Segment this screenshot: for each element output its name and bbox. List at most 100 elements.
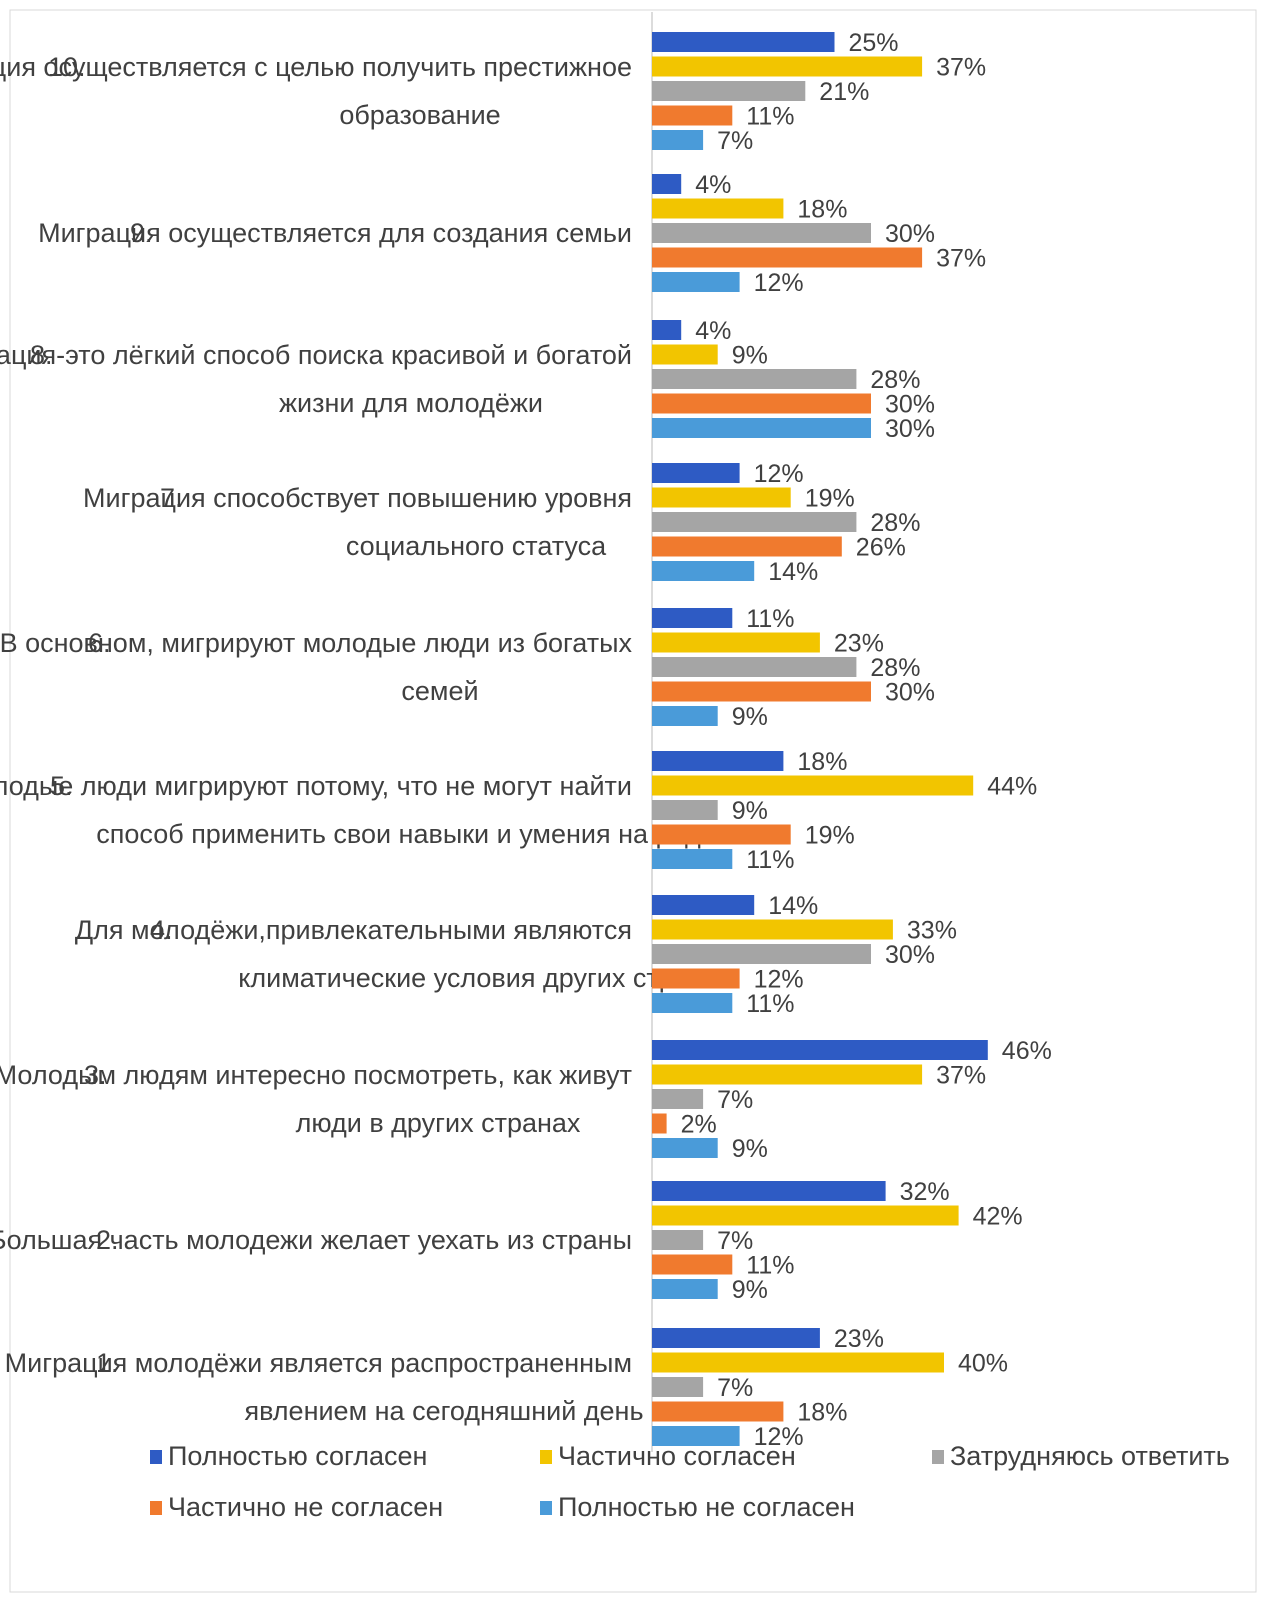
data-label: 25% <box>849 29 899 57</box>
category-number: 2. <box>96 1225 119 1255</box>
bar <box>652 32 835 52</box>
data-label: 12% <box>754 966 804 994</box>
data-label: 37% <box>936 245 986 273</box>
data-label: 23% <box>834 1325 884 1353</box>
category-number: 4. <box>150 915 173 945</box>
data-label: 18% <box>797 748 847 776</box>
category-labels: 1.Миграция молодёжи является распростран… <box>0 52 746 1426</box>
bar <box>652 393 871 414</box>
category-label: жизни для молодёжи <box>279 388 543 418</box>
bar <box>652 198 784 219</box>
category-label: Миграция осуществляется с целью получить… <box>0 52 632 82</box>
bar <box>652 849 733 869</box>
legend-entry: Полностью не согласен <box>558 1492 855 1522</box>
data-label: 9% <box>732 1135 768 1163</box>
legend-swatch <box>150 1450 162 1464</box>
value-labels: 23%40%7%18%12%32%42%7%11%9%46%37%7%2%9%1… <box>681 29 1052 1451</box>
legend-swatch <box>540 1450 552 1464</box>
data-label: 14% <box>768 558 818 586</box>
category-label: явлением на сегодняшний день <box>244 1396 643 1426</box>
data-label: 37% <box>936 1062 986 1090</box>
data-label: 18% <box>797 1399 847 1427</box>
legend-swatch <box>150 1501 162 1515</box>
bar <box>652 105 733 126</box>
data-label: 7% <box>717 1227 753 1255</box>
legend-entry: Частично согласен <box>558 1441 796 1471</box>
bar <box>652 706 718 726</box>
bar <box>652 751 784 771</box>
data-label: 19% <box>805 485 855 513</box>
data-label: 11% <box>746 103 794 131</box>
category-label: социального статуса <box>346 531 607 561</box>
data-label: 9% <box>732 703 768 731</box>
data-label: 21% <box>819 78 869 106</box>
bar <box>652 463 740 483</box>
data-label: 28% <box>870 654 920 682</box>
data-label: 30% <box>885 220 935 248</box>
data-label: 33% <box>907 917 957 945</box>
bar <box>652 895 755 915</box>
bar <box>652 223 871 243</box>
bar <box>652 681 871 702</box>
data-label: 11% <box>746 990 794 1018</box>
bar <box>652 1089 704 1109</box>
bar <box>652 272 740 292</box>
data-label: 12% <box>754 1423 804 1451</box>
data-label: 9% <box>732 1276 768 1304</box>
bar <box>652 344 718 365</box>
bar <box>652 800 718 820</box>
data-label: 11% <box>746 846 794 874</box>
category-label: В основном, мигрируют молодые люди из бо… <box>0 628 632 658</box>
data-label: 30% <box>885 415 935 443</box>
bar <box>652 1426 740 1446</box>
data-label: 2% <box>681 1111 717 1139</box>
category-label: способ применить свои навыки и умения на… <box>96 819 745 849</box>
data-label: 30% <box>885 679 935 707</box>
category-number: 5. <box>50 771 73 801</box>
bar <box>652 968 740 989</box>
category-number: 10. <box>48 52 86 82</box>
bar <box>652 1205 959 1226</box>
category-label: Большая часть молодежи желает уехать из … <box>0 1225 632 1255</box>
bar <box>652 1181 886 1201</box>
data-label: 46% <box>1002 1037 1052 1065</box>
category-number: 8. <box>30 340 53 370</box>
category-number: 3. <box>84 1060 107 1090</box>
legend-entry: Частично не согласен <box>168 1492 443 1522</box>
bar <box>652 1279 718 1299</box>
category-number: 6. <box>88 628 111 658</box>
data-label: 40% <box>958 1350 1008 1378</box>
data-label: 26% <box>856 534 906 562</box>
bar <box>652 320 682 340</box>
bar <box>652 369 857 389</box>
data-label: 19% <box>805 822 855 850</box>
data-label: 4% <box>695 317 731 345</box>
chart-border <box>9 9 1257 1593</box>
data-label: 28% <box>870 366 920 394</box>
data-label: 23% <box>834 630 884 658</box>
bar <box>652 81 806 101</box>
data-label: 7% <box>717 1374 753 1402</box>
bar <box>652 512 857 532</box>
chart-frame <box>9 9 1257 1593</box>
data-label: 12% <box>754 460 804 488</box>
category-label: Миграция молодёжи является распространен… <box>5 1348 632 1378</box>
category-number: 7. <box>160 483 183 513</box>
data-label: 18% <box>797 196 847 224</box>
data-label: 30% <box>885 941 935 969</box>
bar <box>652 1377 704 1397</box>
bar <box>652 1230 704 1250</box>
category-label: Миграция способствует повышению уровня <box>83 483 632 513</box>
bar <box>652 1064 923 1085</box>
bar <box>652 1401 784 1422</box>
legend-entry: Затрудняюсь ответить <box>950 1441 1230 1471</box>
category-label: семей <box>401 676 478 706</box>
data-label: 11% <box>746 605 794 633</box>
category-label: Для молодёжи,привлекательными являются <box>75 915 632 945</box>
data-label: 9% <box>732 342 768 370</box>
data-label: 4% <box>695 171 731 199</box>
data-label: 32% <box>900 1178 950 1206</box>
legend-swatch <box>932 1450 944 1464</box>
